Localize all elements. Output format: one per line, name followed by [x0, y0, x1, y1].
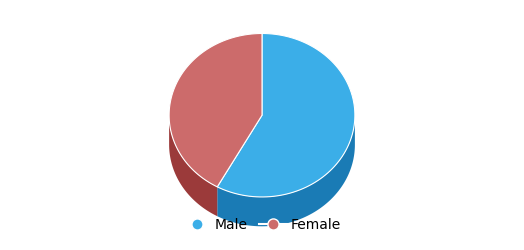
Legend: Male, Female: Male, Female — [177, 213, 347, 238]
PathPatch shape — [217, 34, 355, 197]
Text: 58%: 58% — [292, 118, 331, 136]
Polygon shape — [217, 116, 355, 226]
Text: 42%: 42% — [193, 95, 233, 113]
Polygon shape — [169, 116, 217, 216]
PathPatch shape — [169, 34, 262, 187]
